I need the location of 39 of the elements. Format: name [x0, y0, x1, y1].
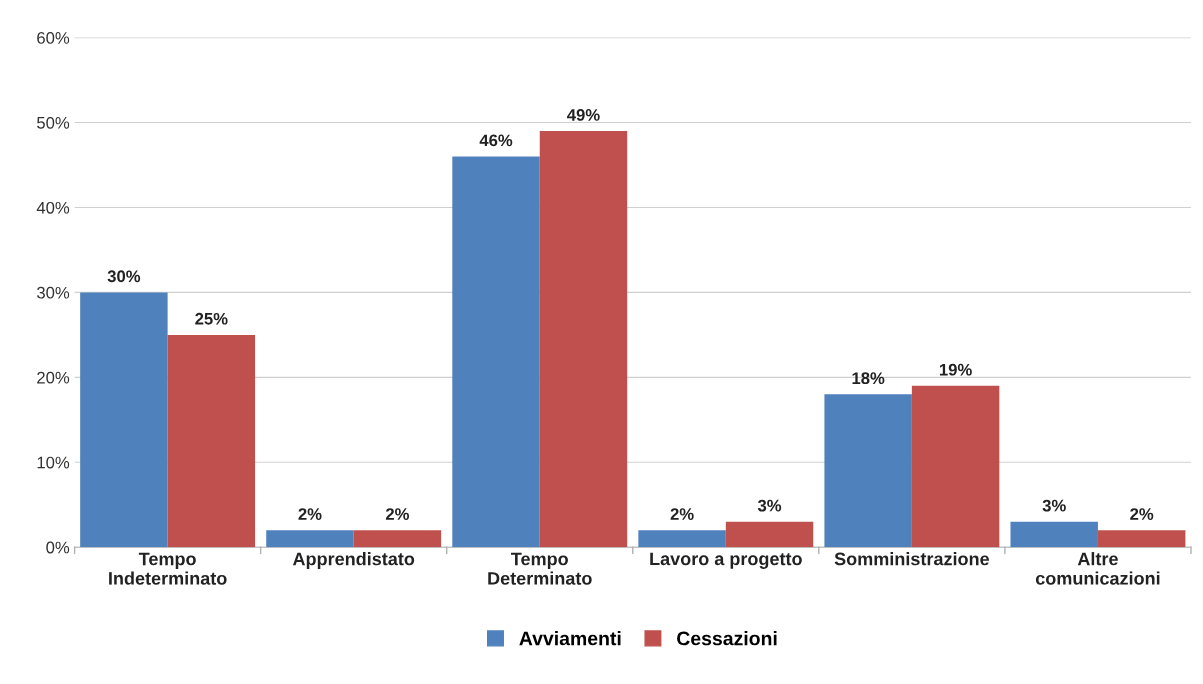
data-label: 2%	[298, 508, 322, 520]
bar	[452, 156, 540, 548]
bar	[266, 530, 354, 548]
data-label: 3%	[757, 499, 782, 512]
data-label: 49%	[567, 109, 600, 121]
x-tick-label: Apprendistato	[292, 552, 415, 569]
x-tick-label: Lavoro a progetto	[650, 552, 802, 569]
bar	[1097, 530, 1186, 548]
legend-label: Cessazioni	[677, 631, 777, 646]
data-label: 25%	[195, 312, 228, 325]
y-tick-label: 50%	[37, 116, 70, 129]
data-label: 3%	[1042, 499, 1066, 512]
y-tick-label: 40%	[36, 201, 70, 214]
legend-label: Avviamenti	[519, 631, 621, 646]
bar	[353, 530, 442, 548]
data-label: 18%	[852, 372, 885, 385]
y-tick-label: 0%	[46, 541, 70, 554]
bar	[824, 394, 912, 548]
x-tick-label: Tempo Determinato	[488, 552, 592, 585]
data-label: 46%	[479, 134, 513, 147]
data-label: 19%	[939, 363, 972, 376]
data-label: 2%	[670, 508, 694, 520]
bar	[911, 385, 1000, 548]
x-tick-label: Altre comunicazioni	[1035, 552, 1160, 585]
y-tick-label: 20%	[37, 371, 70, 384]
x-tick-label: Tempo Indeterminato	[109, 552, 227, 585]
data-label: 30%	[107, 270, 141, 283]
bar	[539, 131, 628, 548]
data-label: 2%	[1130, 508, 1154, 520]
y-tick-label: 60%	[37, 32, 70, 44]
bar	[167, 334, 256, 548]
y-tick-label: 10%	[37, 456, 70, 469]
bar	[638, 530, 726, 548]
data-label: 2%	[385, 508, 410, 520]
bar	[725, 521, 814, 548]
bar	[1010, 521, 1098, 548]
x-tick-label: Somministrazione	[834, 552, 990, 566]
bar	[80, 292, 168, 548]
y-tick-label: 30%	[37, 286, 70, 299]
